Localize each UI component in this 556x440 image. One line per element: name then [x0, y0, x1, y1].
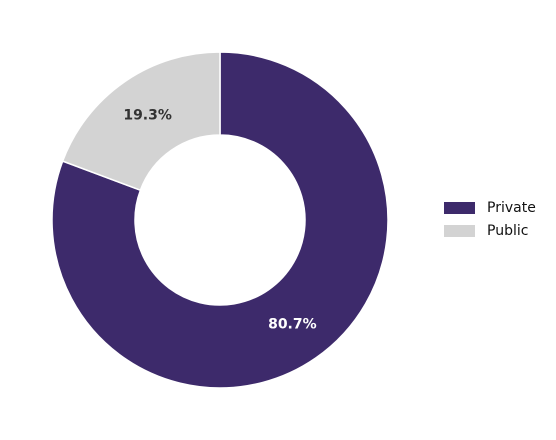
- legend-swatch: [444, 202, 475, 214]
- legend-label: Public: [487, 223, 528, 239]
- legend-swatch: [444, 225, 475, 237]
- legend-label: Private: [487, 200, 536, 216]
- donut-slice: [61, 51, 221, 192]
- slice-label: 80.7%: [268, 316, 317, 332]
- donut-slice: [51, 51, 389, 389]
- slice-label: 19.3%: [123, 108, 172, 124]
